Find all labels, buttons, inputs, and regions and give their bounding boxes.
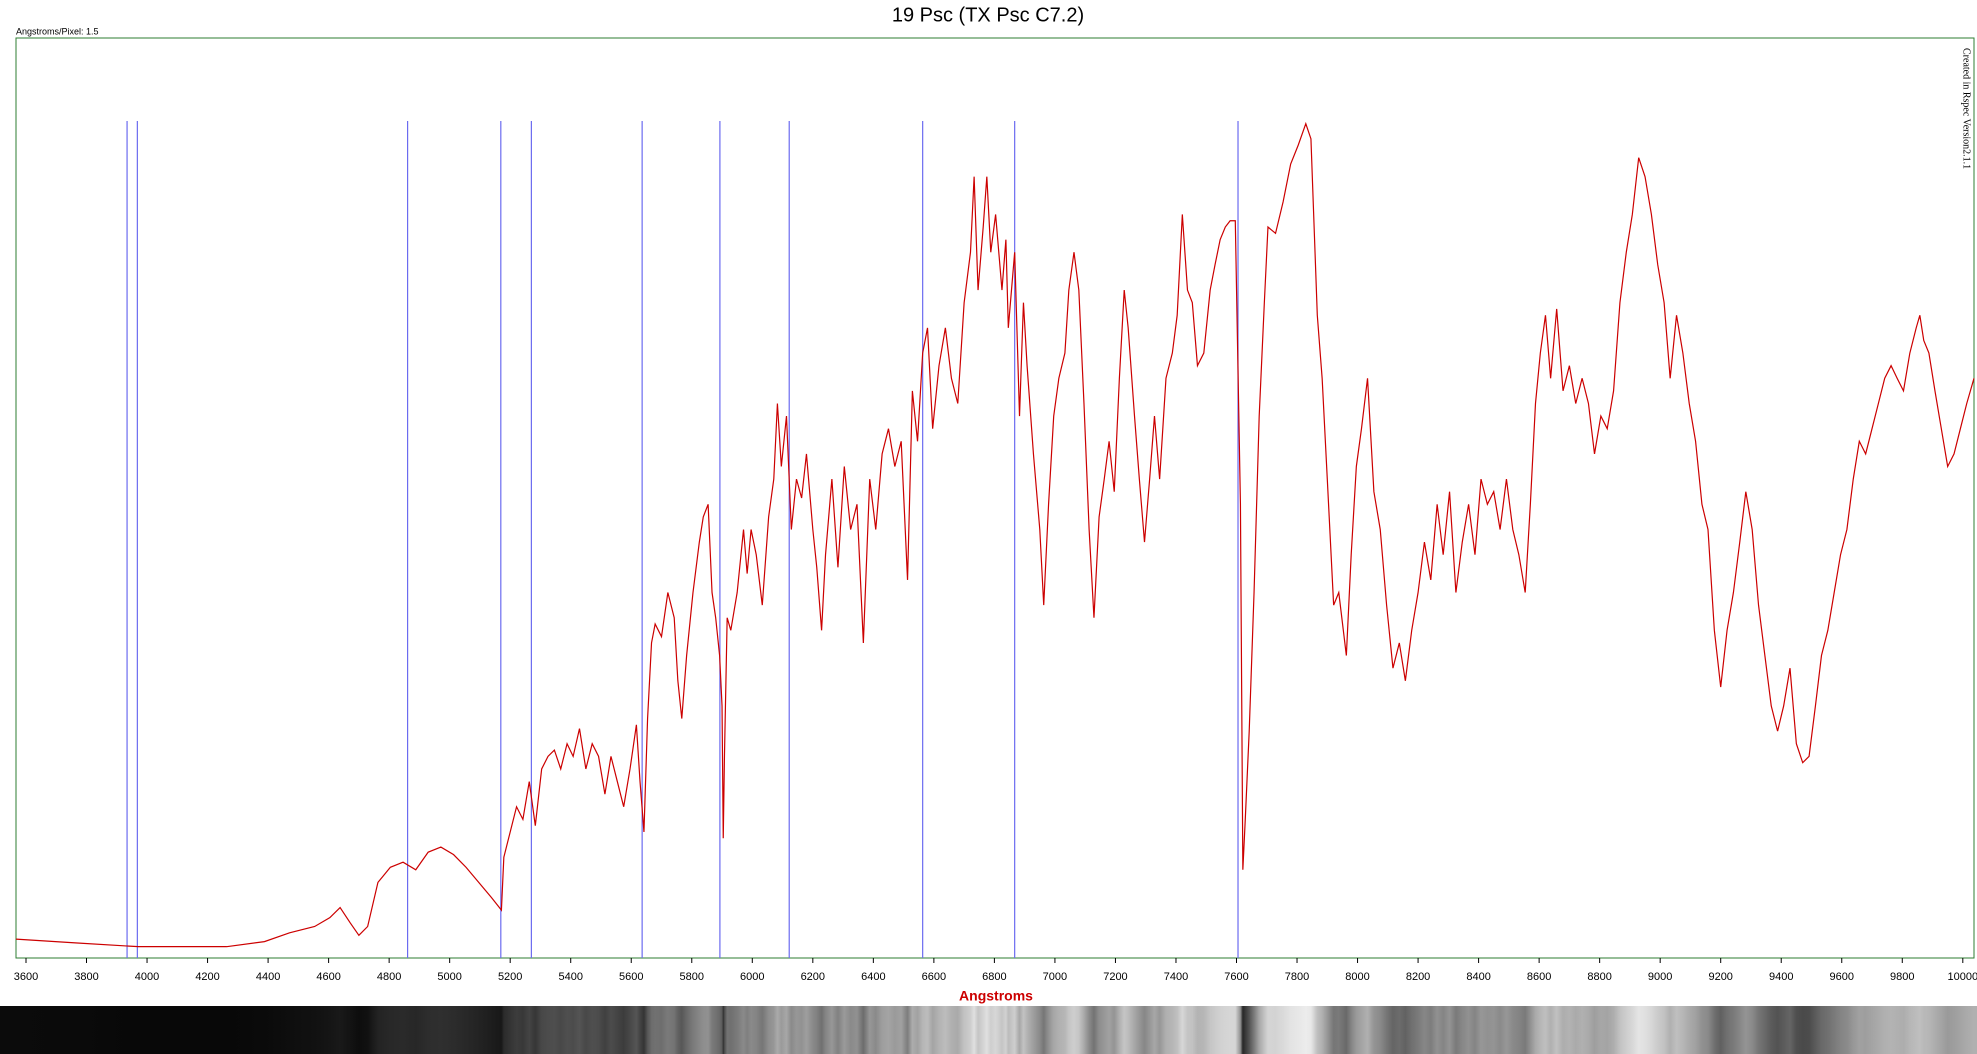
- x-tick-label: 4000: [135, 971, 159, 983]
- x-tick-label: 4200: [195, 971, 219, 983]
- x-tick-label: 9200: [1708, 971, 1732, 983]
- x-tick-label: 5800: [680, 971, 704, 983]
- x-tick-label: 8200: [1406, 971, 1430, 983]
- x-tick-label: 6400: [861, 971, 885, 983]
- x-tick-label: 6800: [982, 971, 1006, 983]
- x-tick-label: 9600: [1830, 971, 1854, 983]
- x-tick-label: 7000: [1043, 971, 1067, 983]
- x-tick-label: 8000: [1345, 971, 1369, 983]
- plot-frame: [15, 37, 1975, 959]
- x-tick-label: 3600: [14, 971, 38, 983]
- x-tick-label: 6600: [922, 971, 946, 983]
- x-tick-label: 9800: [1890, 971, 1914, 983]
- chart-title: 19 Psc (TX Psc C7.2): [892, 4, 1084, 26]
- x-tick-label: 6000: [740, 971, 764, 983]
- annotation: Created in Rspec Version2.1.1: [1961, 48, 1972, 169]
- x-tick-label: 5200: [498, 971, 522, 983]
- x-tick-label: 9400: [1769, 971, 1793, 983]
- x-tick-label: 4400: [256, 971, 280, 983]
- spectrum-strip: [0, 1006, 1977, 1054]
- x-tick-label: 4600: [316, 971, 340, 983]
- x-tick-label: 8400: [1466, 971, 1490, 983]
- x-tick-label: 9000: [1648, 971, 1672, 983]
- x-tick-label: 7200: [1103, 971, 1127, 983]
- x-tick-label: 3800: [74, 971, 98, 983]
- x-tick-label: 7400: [1164, 971, 1188, 983]
- x-tick-label: 7800: [1285, 971, 1309, 983]
- x-tick-label: 8600: [1527, 971, 1551, 983]
- x-tick-label: 4800: [377, 971, 401, 983]
- x-tick-label: 7600: [1224, 971, 1248, 983]
- x-tick-label: 6200: [801, 971, 825, 983]
- x-tick-label: 5600: [619, 971, 643, 983]
- x-tick-label: 8800: [1587, 971, 1611, 983]
- x-tick-label: 10000: [1948, 971, 1977, 983]
- spectrum-line: [15, 121, 1975, 948]
- x-axis-label: Angstroms: [959, 988, 1033, 1004]
- x-tick-label: 5400: [558, 971, 582, 983]
- subtitle: Angstroms/Pixel: 1.5: [16, 26, 99, 36]
- x-tick-label: 5000: [437, 971, 461, 983]
